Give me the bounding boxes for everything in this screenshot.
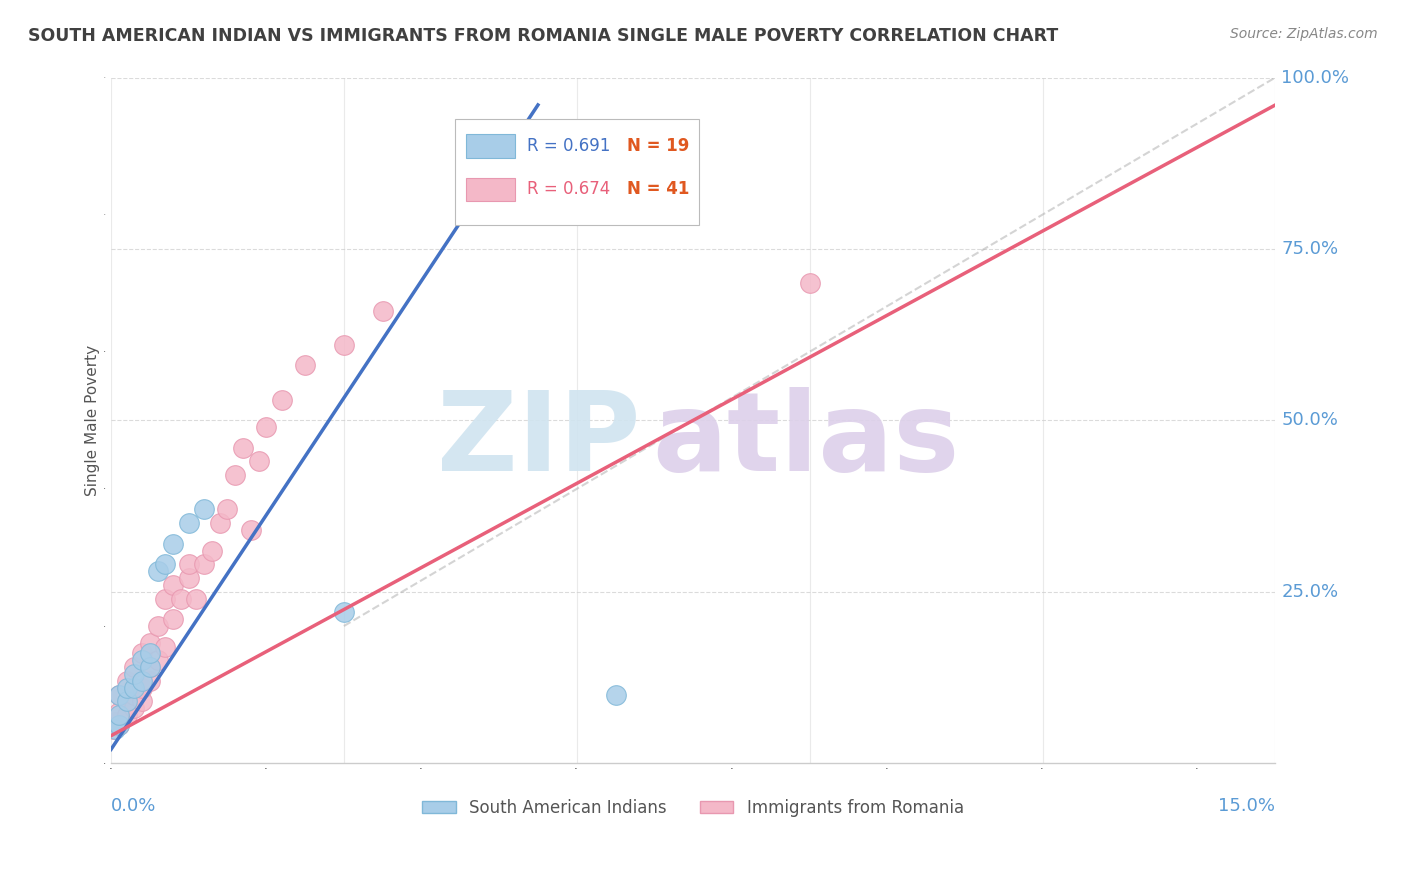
Text: 25.0%: 25.0% (1281, 582, 1339, 600)
Text: atlas: atlas (652, 387, 960, 494)
Point (131, 681, 153, 695)
Text: 15.0%: 15.0% (1219, 797, 1275, 815)
Point (294, 359, 316, 373)
FancyBboxPatch shape (467, 178, 515, 201)
Point (107, 688, 129, 702)
Text: N = 41: N = 41 (627, 180, 689, 198)
Point (224, 468, 246, 483)
Point (139, 636, 162, 650)
Point (232, 441, 254, 455)
Point (177, 571, 200, 585)
Text: N = 19: N = 19 (627, 137, 689, 155)
Point (247, 454, 270, 468)
Point (270, 392, 292, 407)
Point (162, 537, 184, 551)
Point (131, 647, 153, 661)
Text: R = 0.691: R = 0.691 (527, 137, 610, 155)
Point (799, 276, 821, 290)
Text: 50.0%: 50.0% (1281, 411, 1339, 429)
Point (162, 612, 184, 626)
Point (193, 558, 215, 572)
Point (239, 523, 262, 537)
Point (155, 558, 177, 572)
Legend: South American Indians, Immigrants from Romania: South American Indians, Immigrants from … (416, 792, 970, 823)
Point (217, 502, 239, 516)
Point (254, 420, 277, 434)
Point (124, 701, 146, 715)
Text: SOUTH AMERICAN INDIAN VS IMMIGRANTS FROM ROMANIA SINGLE MALE POVERTY CORRELATION: SOUTH AMERICAN INDIAN VS IMMIGRANTS FROM… (28, 27, 1059, 45)
Text: ZIP: ZIP (437, 387, 641, 494)
Point (155, 591, 177, 606)
Point (103, 722, 125, 736)
Point (139, 673, 162, 688)
Text: 0.0%: 0.0% (111, 797, 156, 815)
Point (208, 516, 231, 531)
Point (333, 605, 356, 619)
Point (104, 722, 127, 736)
Point (115, 694, 138, 708)
Point (115, 673, 138, 688)
Point (104, 714, 127, 729)
Point (107, 718, 129, 732)
Point (371, 303, 394, 318)
Point (124, 660, 146, 674)
Point (146, 653, 169, 667)
Point (115, 708, 138, 723)
Point (177, 516, 200, 531)
Text: Source: ZipAtlas.com: Source: ZipAtlas.com (1230, 27, 1378, 41)
Point (115, 681, 138, 695)
Point (170, 591, 193, 606)
Point (186, 591, 208, 606)
Text: 100.0%: 100.0% (1281, 69, 1350, 87)
Point (131, 653, 153, 667)
Point (124, 681, 146, 695)
FancyBboxPatch shape (467, 135, 515, 158)
Point (177, 558, 200, 572)
Text: R = 0.674: R = 0.674 (527, 180, 610, 198)
Y-axis label: Single Male Poverty: Single Male Poverty (86, 345, 100, 496)
Point (162, 578, 184, 592)
Point (124, 667, 146, 681)
Point (107, 688, 129, 702)
Point (139, 660, 162, 674)
Point (124, 688, 146, 702)
Point (333, 338, 356, 352)
Point (146, 564, 169, 578)
Point (155, 640, 177, 654)
Point (139, 660, 162, 674)
Point (201, 543, 224, 558)
Text: 75.0%: 75.0% (1281, 240, 1339, 258)
Point (146, 619, 169, 633)
Point (139, 647, 162, 661)
Point (115, 694, 138, 708)
Point (107, 705, 129, 719)
Point (193, 502, 215, 516)
Point (107, 708, 129, 723)
FancyBboxPatch shape (454, 119, 699, 225)
Point (605, 688, 627, 702)
Point (131, 673, 153, 688)
Point (107, 718, 129, 732)
Point (131, 694, 153, 708)
